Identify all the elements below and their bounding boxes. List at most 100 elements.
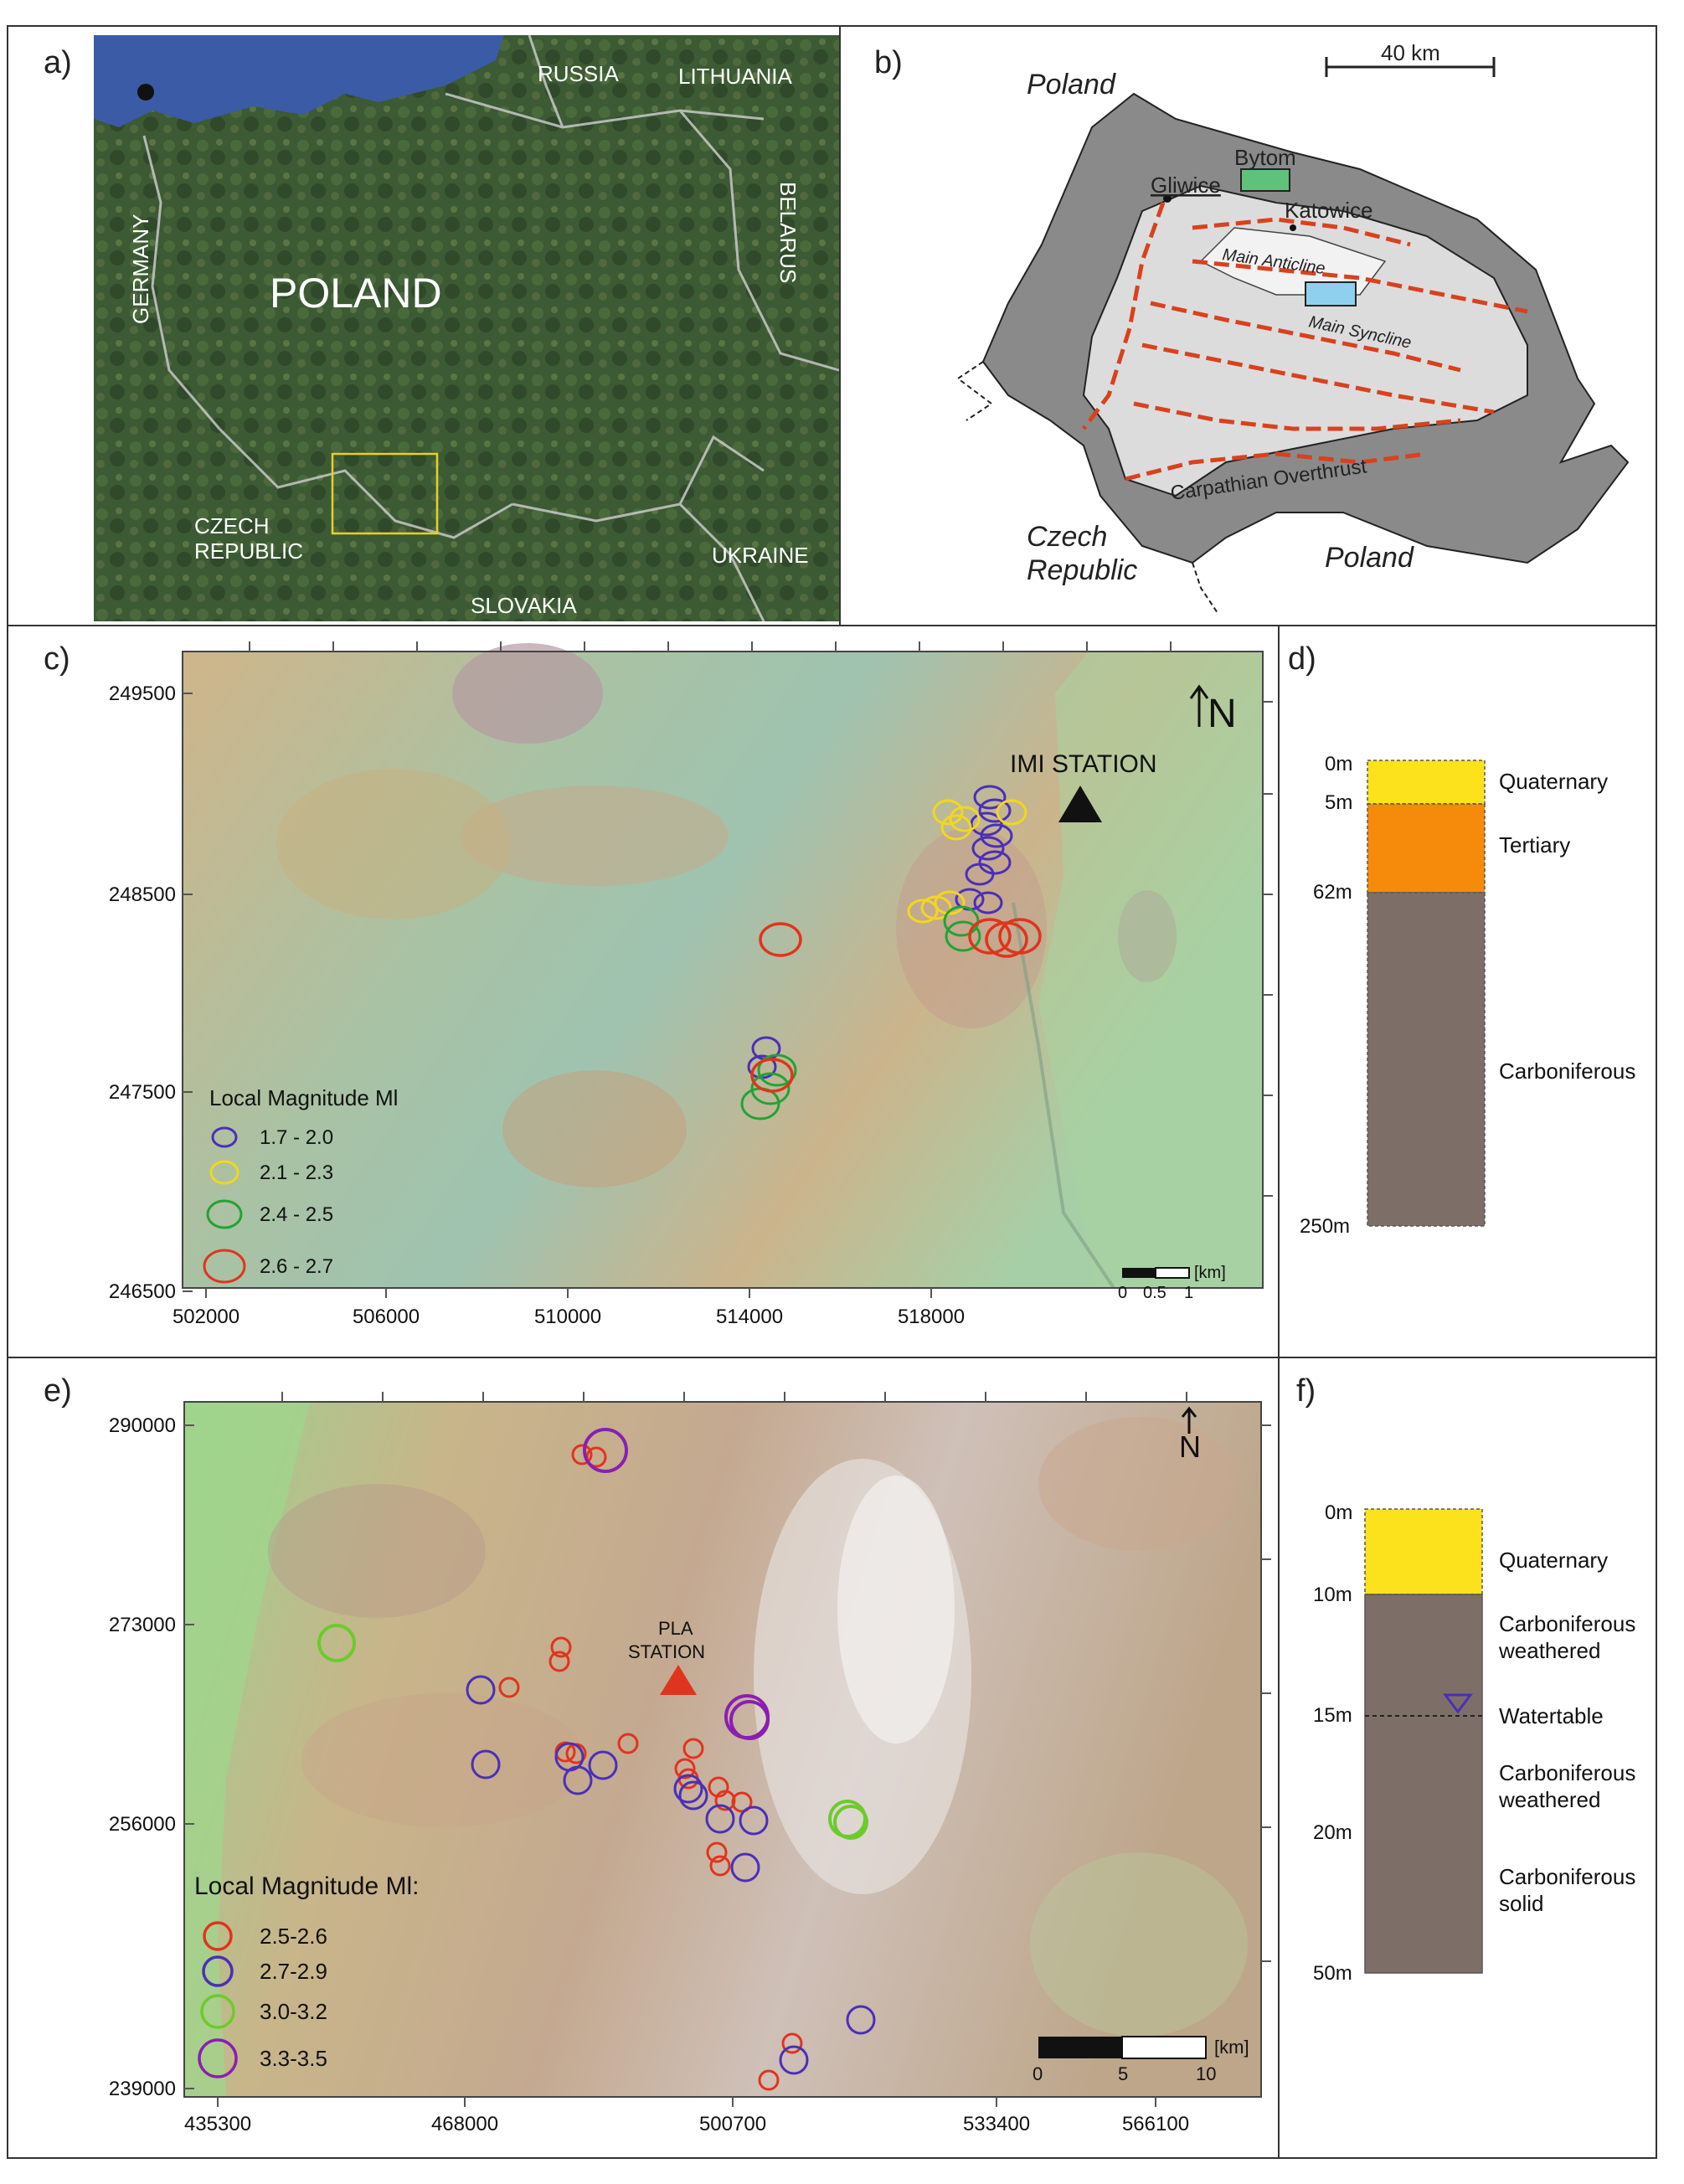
panel-f: f) 0m 10m 15m 20m 50m Quaternary Carboni… bbox=[1278, 1357, 1657, 2159]
label-ukraine: UKRAINE bbox=[712, 543, 809, 568]
f-depth-50: 50m bbox=[1313, 1962, 1352, 1985]
c-legend-label: 1.7 - 2.0 bbox=[260, 1126, 333, 1149]
c-y-tick-label: 249500 bbox=[109, 682, 176, 705]
c-legend-label: 2.1 - 2.3 bbox=[260, 1162, 333, 1184]
pla-station-label-1: PLA bbox=[658, 1618, 693, 1639]
c-y-axis: 249500 248500 247500 246500 bbox=[109, 682, 193, 1303]
e-x-tick-label: 500700 bbox=[699, 2113, 766, 2135]
e-y-axis: 290000 273000 256000 239000 bbox=[109, 1414, 194, 2100]
panel-b: b) 40 km Poland Poland Czec bbox=[839, 25, 1657, 626]
label-belarus: BELARUS bbox=[775, 182, 801, 283]
c-legend: 1.7 - 2.0 2.1 - 2.3 2.4 - 2.5 2.6 - 2.7 bbox=[203, 1126, 333, 1284]
c-x-tick-label: 502000 bbox=[173, 1306, 239, 1328]
e-legend-label: 3.3-3.5 bbox=[260, 2046, 327, 2071]
c-x-tick-label: 506000 bbox=[353, 1306, 420, 1328]
c-scale-0: 0 bbox=[1118, 1284, 1127, 1302]
label-russia: RUSSIA bbox=[538, 61, 619, 86]
c-scale-unit: [km] bbox=[1194, 1264, 1226, 1282]
f-layer-watertable: Watertable bbox=[1499, 1703, 1604, 1728]
panel-label-d: d) bbox=[1288, 641, 1316, 677]
city-katowice: Katowice bbox=[1285, 198, 1373, 223]
f-depth-0: 0m bbox=[1325, 1502, 1352, 1524]
e-y-tick-label: 256000 bbox=[109, 1813, 176, 1836]
map-c: 249500 248500 247500 246500 502000 506000 510… bbox=[109, 641, 1273, 1328]
panel-a: a) POLAND RUSSIA LITHUANIA BELARU bbox=[7, 25, 841, 626]
f-layer-weathered-2a: Carboniferous bbox=[1499, 1760, 1635, 1785]
c-legend-label: 2.4 - 2.5 bbox=[260, 1203, 333, 1226]
panel-label-f: f) bbox=[1296, 1373, 1316, 1409]
satellite-map-poland: POLAND RUSSIA LITHUANIA BELARUS GERMANY … bbox=[94, 35, 839, 621]
scale-label-40km: 40 km bbox=[1381, 40, 1440, 65]
c-events-red bbox=[750, 918, 1042, 1093]
f-depth-15: 15m bbox=[1313, 1704, 1352, 1727]
f-layer-quaternary: Quaternary bbox=[1499, 1548, 1608, 1573]
e-x-tick-label: 468000 bbox=[431, 2113, 498, 2135]
bytom-box bbox=[1240, 168, 1290, 192]
e-x-axis: 435300 468000 500700 533400 566100 bbox=[184, 2097, 1189, 2135]
e-events-blue bbox=[466, 1675, 876, 2075]
city-bytom: Bytom bbox=[1234, 145, 1296, 170]
c-legend-label: 2.6 - 2.7 bbox=[260, 1255, 333, 1278]
e-scale-unit: [km] bbox=[1214, 2037, 1249, 2058]
c-events-blue bbox=[747, 785, 1013, 1079]
e-scale-5: 5 bbox=[1118, 2063, 1128, 2084]
panel-d: d) 0m 5m 62m 250m Quaternary Tertiary Ca… bbox=[1278, 625, 1657, 1358]
c-north-arrow bbox=[1189, 684, 1209, 727]
e-legend-label: 2.7-2.9 bbox=[260, 1959, 327, 1984]
c-north-label: N bbox=[1208, 692, 1237, 736]
d-depth-62: 62m bbox=[1313, 881, 1352, 904]
e-scale-10: 10 bbox=[1196, 2063, 1216, 2084]
e-north-label: N bbox=[1179, 1429, 1201, 1464]
e-y-tick-label: 290000 bbox=[109, 1414, 176, 1437]
c-x-tick-label: 514000 bbox=[716, 1306, 783, 1328]
e-legend-symbol bbox=[203, 1921, 233, 1951]
imi-station-label: IMI STATION bbox=[1010, 750, 1157, 778]
d-layer-tertiary: Tertiary bbox=[1499, 832, 1570, 858]
e-legend: 2.5-2.6 2.7-2.9 3.0-3.2 3.3-3.5 bbox=[198, 1921, 327, 2078]
label-republic: REPUBLIC bbox=[194, 538, 303, 564]
e-events-green bbox=[317, 1624, 868, 1840]
label-slovakia: SLOVAKIA bbox=[471, 593, 577, 618]
c-legend-symbol bbox=[203, 1249, 246, 1284]
e-legend-label: 2.5-2.6 bbox=[260, 1924, 327, 1949]
e-x-tick-label: 533400 bbox=[963, 2113, 1030, 2135]
e-north-arrow bbox=[1181, 1406, 1197, 1434]
f-layer-weathered-2b: weathered bbox=[1498, 1787, 1600, 1812]
e-x-tick-label: 566100 bbox=[1122, 2113, 1189, 2135]
panel-label-c: c) bbox=[44, 641, 70, 677]
label-czech: Czech bbox=[1027, 521, 1107, 553]
c-y-tick-label: 248500 bbox=[109, 883, 176, 906]
label-lithuania: LITHUANIA bbox=[678, 64, 792, 89]
e-legend-symbol bbox=[200, 1994, 235, 2029]
f-layer-solid-a: Carboniferous bbox=[1499, 1864, 1635, 1889]
d-layer-carboniferous: Carboniferous bbox=[1499, 1059, 1635, 1084]
c-x-tick-label: 518000 bbox=[898, 1306, 965, 1328]
stratigraphic-column-d: 0m 5m 62m 250m Quaternary Tertiary Carbo… bbox=[1300, 753, 1635, 1238]
stratigraphic-column-f: 0m 10m 15m 20m 50m Quaternary Carbonifer… bbox=[1313, 1502, 1635, 1985]
c-x-axis: 502000 506000 510000 514000 518000 bbox=[173, 1288, 965, 1328]
panel-e: e) 290000 273000 256000 239000 435300 468000… bbox=[7, 1357, 1280, 2159]
e-tick-marks bbox=[281, 1392, 1271, 1962]
c-legend-symbol bbox=[209, 1160, 239, 1185]
city-gliwice: Gliwice bbox=[1151, 173, 1221, 198]
c-scale-05: 0.5 bbox=[1143, 1284, 1166, 1302]
e-x-tick-label: 435300 bbox=[184, 2113, 251, 2135]
label-poland-top: Poland bbox=[1027, 69, 1116, 100]
panel-label-b: b) bbox=[874, 45, 903, 80]
f-layer-weathered-1b: weathered bbox=[1498, 1638, 1600, 1663]
watertable-symbol bbox=[1443, 1693, 1473, 1714]
e-legend-label: 3.0-3.2 bbox=[260, 1999, 327, 2024]
label-poland-bottom: Poland bbox=[1325, 542, 1414, 574]
panel-label-a: a) bbox=[44, 45, 72, 80]
geological-sketch-map: 40 km Poland Poland Czech Republic Gliwi… bbox=[956, 40, 1630, 614]
e-scale-bar: 0 5 10 [km] bbox=[1033, 2036, 1249, 2084]
e-y-tick-label: 273000 bbox=[109, 1614, 176, 1636]
study-area-box bbox=[331, 452, 439, 535]
c-y-tick-label: 246500 bbox=[109, 1280, 176, 1303]
e-legend-symbol bbox=[202, 1955, 234, 1987]
pla-station-marker bbox=[660, 1665, 697, 1695]
c-legend-symbol bbox=[211, 1126, 238, 1148]
d-depth-0: 0m bbox=[1325, 753, 1352, 775]
label-poland: POLAND bbox=[270, 270, 442, 317]
